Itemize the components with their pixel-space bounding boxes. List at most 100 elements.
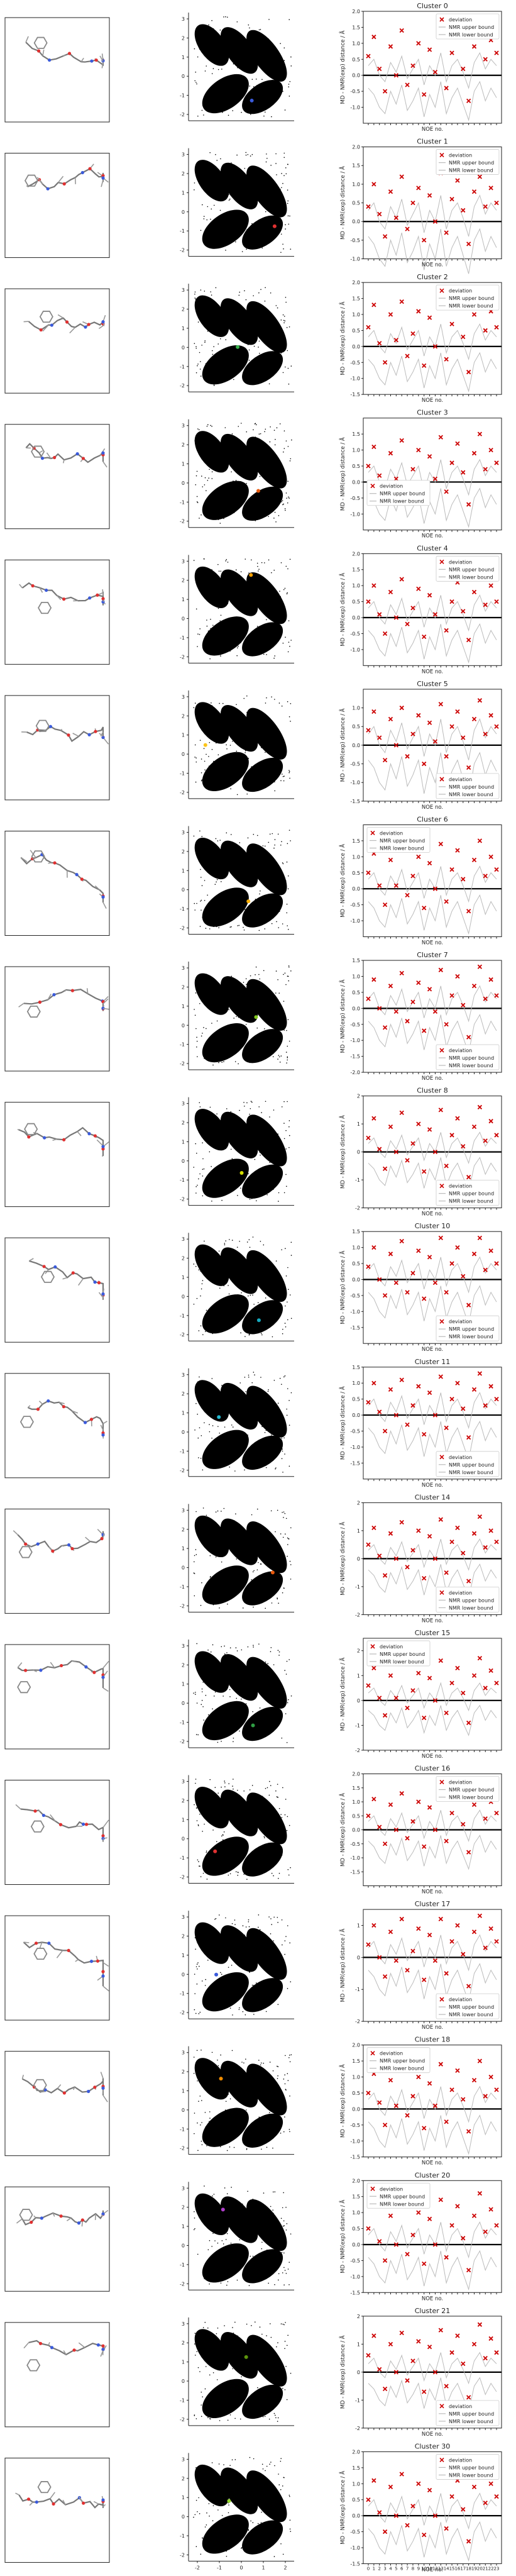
- point-cloud-dot: [281, 1458, 283, 1460]
- point-cloud-dot: [219, 840, 221, 841]
- ytick-label: -2: [355, 1206, 360, 1211]
- point-cloud-dot: [277, 979, 278, 980]
- molecule-structure-image: [15, 2481, 106, 2509]
- point-cloud-dot: [211, 2141, 212, 2143]
- point-cloud-dot: [214, 2470, 215, 2472]
- point-cloud-dot: [271, 1306, 273, 1307]
- point-cloud-dot: [199, 2371, 200, 2372]
- point-cloud-dot: [206, 236, 207, 237]
- deviation-point: [377, 211, 382, 217]
- point-cloud-dot: [290, 1579, 292, 1580]
- point-cloud-dot: [287, 925, 288, 926]
- point-cloud-dot: [285, 1936, 287, 1937]
- point-cloud-dot: [220, 1940, 221, 1941]
- deviation-point: [449, 2087, 454, 2092]
- point-cloud-dot: [287, 1045, 288, 1047]
- point-cloud-dot: [221, 1786, 222, 1788]
- molecule-frame: [4, 424, 110, 530]
- deviation-point: [488, 2481, 493, 2486]
- projection-ytick-label: 0: [182, 1430, 185, 1435]
- point-cloud-dot: [256, 648, 258, 650]
- point-cloud-dot: [227, 1603, 228, 1605]
- point-cloud-dot: [211, 373, 212, 374]
- point-cloud-dot: [282, 500, 283, 501]
- projection-ytick-label: -2: [180, 790, 185, 796]
- point-cloud-dot: [224, 1786, 226, 1787]
- point-cloud-dot: [243, 1874, 244, 1875]
- point-cloud-dot: [287, 200, 289, 202]
- point-cloud-dot: [235, 2221, 237, 2223]
- point-cloud-dot: [217, 2551, 219, 2553]
- projection-ytick-label: 2: [182, 2476, 185, 2482]
- point-cloud-dot: [202, 1872, 204, 1874]
- point-cloud-dot: [214, 2277, 216, 2279]
- legend-label: deviation: [449, 2404, 472, 2409]
- point-cloud-dot: [276, 1814, 277, 1816]
- point-cloud-dot: [232, 1665, 234, 1667]
- ytick-label: 1.5: [352, 1229, 360, 1235]
- legend-label: NMR lower bound: [449, 1063, 493, 1069]
- point-cloud-dot: [198, 1269, 200, 1270]
- point-cloud-dot: [243, 697, 245, 699]
- point-cloud-dot: [228, 908, 229, 909]
- deviation-point: [494, 1261, 499, 1266]
- point-cloud-dot: [239, 2100, 241, 2102]
- point-cloud-dot: [290, 2054, 292, 2056]
- point-cloud-dot: [220, 655, 221, 657]
- point-cloud-dot: [199, 1813, 200, 1815]
- point-cloud-dot: [244, 2014, 246, 2016]
- point-cloud-dot: [212, 1725, 214, 1726]
- point-cloud-dot: [206, 219, 208, 221]
- deviation-point: [432, 1556, 438, 1562]
- nitrogen-atom: [90, 59, 94, 63]
- y-axis-label: MD - NMR(exp) distance / Å: [339, 437, 346, 511]
- point-cloud-dot: [226, 1407, 227, 1409]
- point-cloud-dot: [286, 861, 288, 863]
- point-cloud-dot: [236, 867, 238, 869]
- point-cloud-dot: [227, 1321, 229, 1323]
- point-cloud-dot: [206, 1859, 207, 1860]
- point-cloud-dot: [288, 830, 290, 831]
- point-cloud-dot: [233, 1944, 234, 1945]
- point-cloud-dot: [236, 1989, 238, 1991]
- molecule-branch: [102, 1962, 109, 1967]
- point-cloud-dot: [285, 984, 287, 985]
- point-cloud-dot: [269, 58, 270, 60]
- point-cloud-dot: [258, 1821, 260, 1822]
- point-cloud-dot: [231, 2083, 233, 2085]
- point-cloud-dot: [248, 1374, 250, 1376]
- legend-deviation-marker: [439, 2457, 444, 2462]
- point-cloud-dot: [194, 1804, 195, 1806]
- y-axis-label: MD - NMR(exp) distance / Å: [339, 1251, 346, 1324]
- point-cloud-dot: [261, 1586, 263, 1588]
- molecule-branch: [57, 2084, 62, 2089]
- point-cloud-dot: [252, 194, 254, 195]
- point-cloud-dot: [204, 1455, 206, 1457]
- deviation-point: [416, 186, 421, 191]
- point-cloud-dot: [259, 1707, 261, 1709]
- point-cloud-dot: [237, 2493, 239, 2494]
- point-cloud-dot: [274, 348, 275, 350]
- legend-box: [436, 1315, 500, 1341]
- point-cloud-dot: [257, 779, 259, 781]
- projection-ytick-label: -2: [180, 1468, 185, 1474]
- point-cloud-dot: [261, 51, 263, 53]
- point-cloud-dot: [281, 225, 282, 226]
- point-cloud-dot: [255, 1687, 256, 1689]
- cluster-centroid-marker: [254, 1015, 258, 1019]
- deviation-point: [399, 28, 404, 33]
- molecule-frame: [4, 153, 110, 258]
- projection-ytick-label: -1: [180, 1313, 185, 1319]
- point-cloud-dot: [287, 843, 288, 845]
- point-cloud-dot: [196, 1702, 198, 1704]
- ytick-label: -1.0: [350, 105, 360, 111]
- point-cloud-dot: [261, 1416, 262, 1417]
- projection-ytick-label: 0: [182, 1158, 185, 1164]
- point-cloud-dot: [271, 233, 273, 235]
- point-cloud-dot: [212, 915, 214, 916]
- deviation-point: [388, 1929, 393, 1935]
- point-cloud-dot: [270, 1651, 272, 1652]
